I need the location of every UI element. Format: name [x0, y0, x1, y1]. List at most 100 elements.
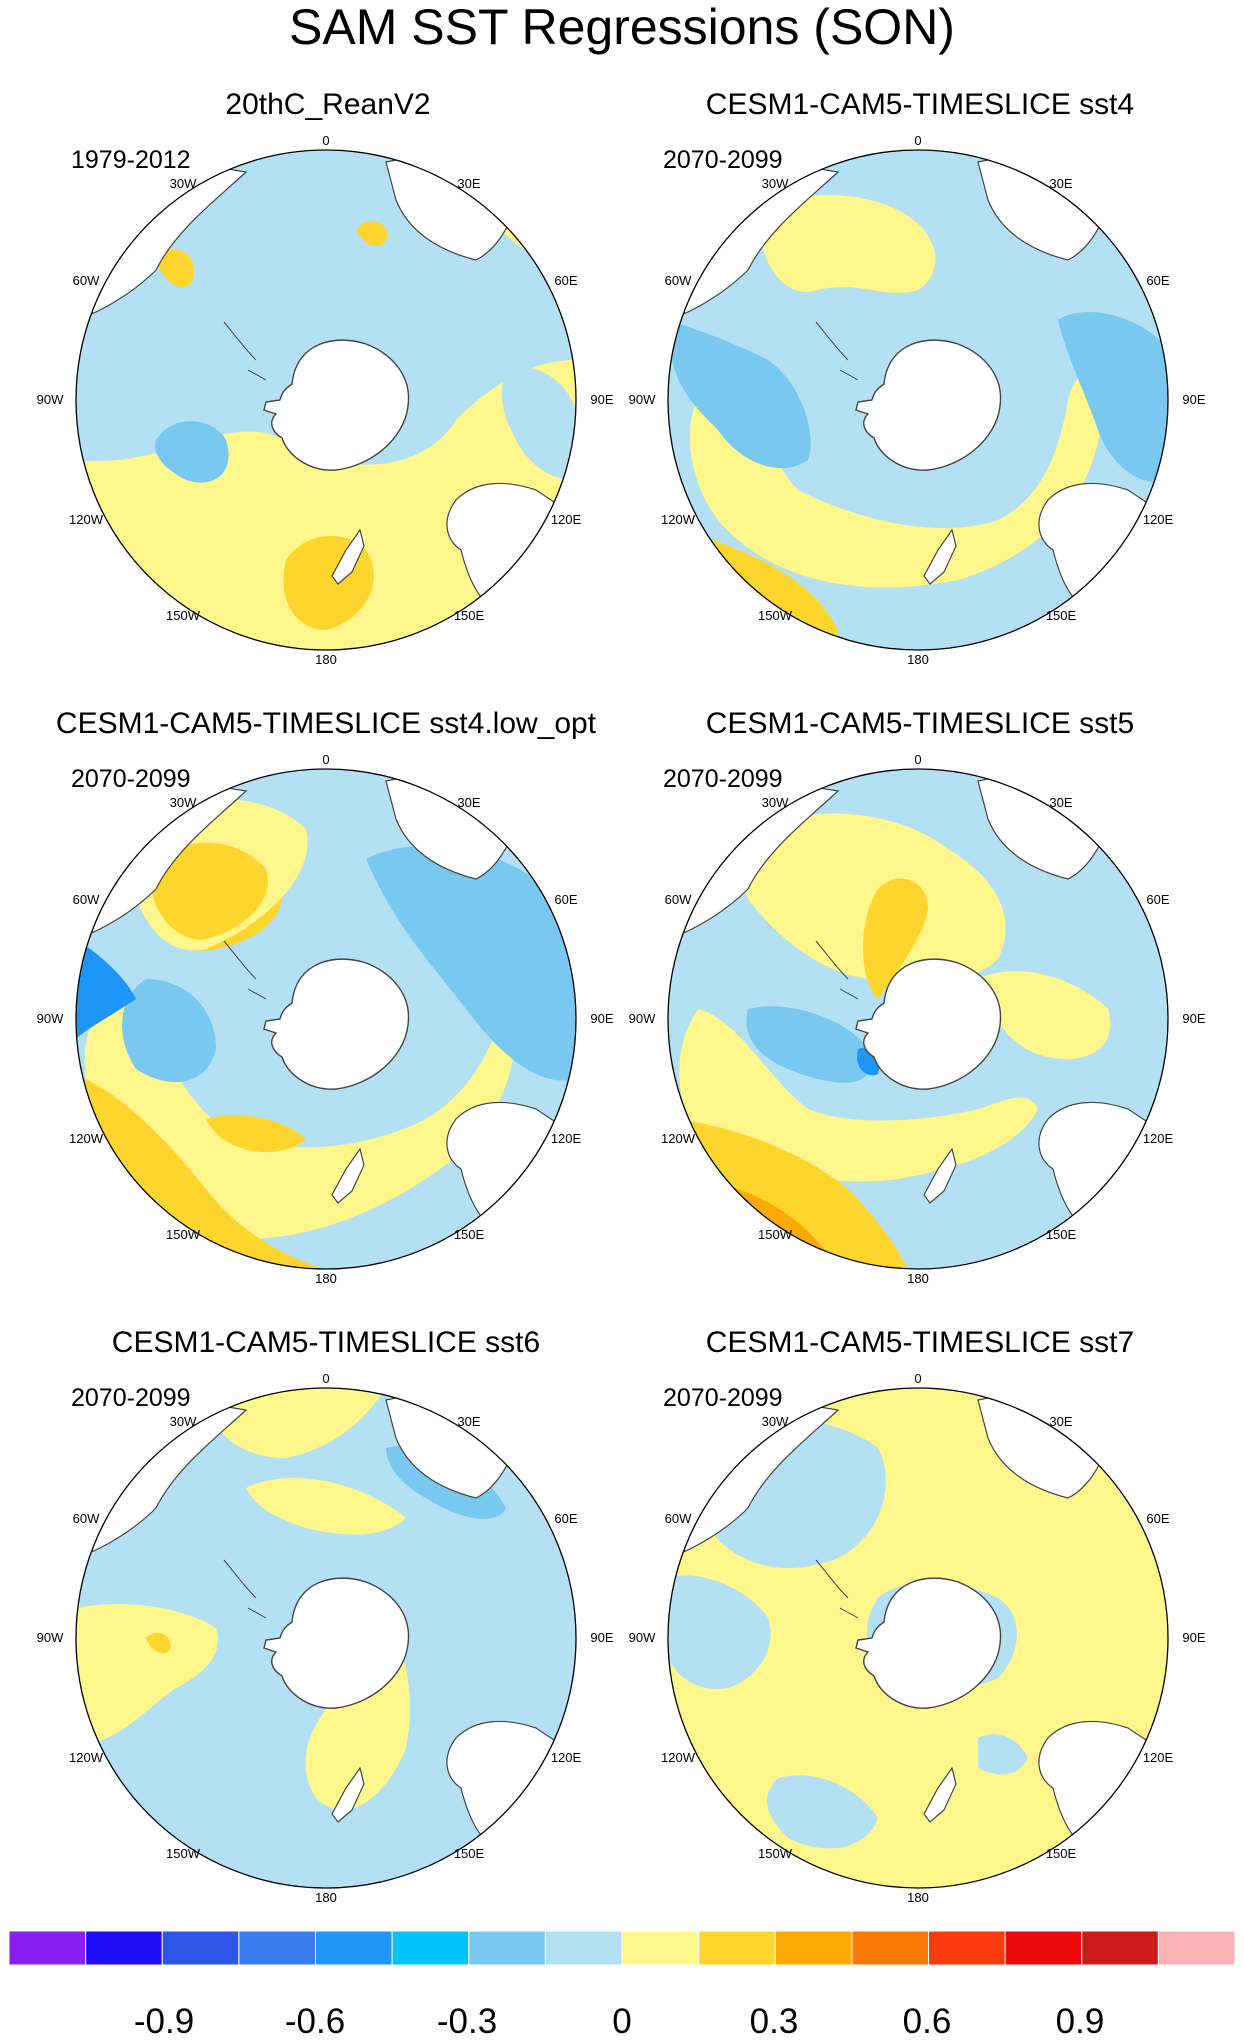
lon-label: 30W: [170, 795, 197, 810]
lon-label: 30W: [762, 176, 789, 191]
lon-label: 150W: [758, 1227, 793, 1242]
lon-label: 150E: [1046, 1846, 1077, 1861]
lon-label: 150E: [1046, 608, 1077, 623]
negative-anomaly-region: [978, 1734, 1028, 1775]
positive-anomaly-region: [150, 842, 268, 940]
map-panel-1: 20thC_ReanV2 1979-2012 0 30E 60E 90E 120…: [37, 88, 614, 667]
lon-label: 120W: [661, 1750, 696, 1765]
longitude-labels: 0 30E 60E 90E 120E 150E 180 150W 120W 90…: [37, 752, 614, 1286]
lon-label: 180: [315, 1890, 337, 1905]
lon-label: 60E: [554, 1511, 577, 1526]
lon-label: 150W: [166, 1846, 201, 1861]
negative-anomaly-region: [668, 320, 811, 469]
lon-label: 90E: [1182, 1630, 1205, 1645]
lon-label: 180: [907, 652, 929, 667]
colorbar-box: [544, 1930, 623, 1966]
longitude-labels: 0 30E 60E 90E 120E 150E 180 150W 120W 90…: [37, 133, 614, 667]
colorbar-box: [698, 1930, 776, 1966]
colorbar-tick-label: -0.9: [134, 2002, 194, 2041]
positive-anomaly-region: [758, 195, 936, 293]
lon-label: 30W: [762, 1414, 789, 1429]
lon-label: 0: [914, 752, 921, 767]
negative-anomaly-region: [155, 421, 229, 483]
lon-label: 30W: [762, 795, 789, 810]
positive-anomaly-region: [978, 970, 1111, 1059]
colorbar-tick-label: 0: [612, 2002, 631, 2041]
map-panel-3: CESM1-CAM5-TIMESLICE sst4.low_opt 2070-2…: [37, 707, 614, 1286]
lon-label: 0: [322, 1371, 329, 1386]
period-label: 2070-2099: [71, 765, 191, 793]
colorbar-box: [1004, 1930, 1083, 1966]
lon-label: 150W: [166, 608, 201, 623]
lon-label: 60W: [73, 1511, 100, 1526]
panel-title: CESM1-CAM5-TIMESLICE sst5: [706, 707, 1134, 740]
colorbar-box: [851, 1930, 930, 1966]
panel-title: CESM1-CAM5-TIMESLICE sst7: [706, 1326, 1134, 1359]
colorbar-box: [928, 1930, 1006, 1966]
colorbar-tick-label: -0.3: [437, 2002, 497, 2041]
negative-anomaly-region: [501, 367, 576, 480]
colorbar-box: [774, 1930, 853, 1966]
lon-label: 120E: [551, 1750, 582, 1765]
lon-label: 30E: [1049, 1414, 1072, 1429]
lon-label: 30E: [457, 1414, 480, 1429]
map-boundary: [667, 768, 1169, 1270]
lon-label: 0: [322, 752, 329, 767]
colorbar: -0.9 -0.6 -0.3 0 0.3 0.6 0.9: [8, 1930, 1236, 2041]
negative-anomaly-region: [668, 1575, 771, 1689]
figure-title: SAM SST Regressions (SON): [289, 0, 955, 55]
period-label: 2070-2099: [663, 765, 783, 793]
negative-anomaly-region: [1058, 311, 1168, 482]
positive-anomaly-region: [679, 1009, 1038, 1182]
lon-label: 150E: [454, 1846, 485, 1861]
lon-label: 90E: [590, 1011, 613, 1026]
lon-label: 150W: [758, 1846, 793, 1861]
positive-anomaly-region: [689, 371, 1104, 588]
lon-label: 30E: [1049, 176, 1072, 191]
map-panel-5: CESM1-CAM5-TIMESLICE sst6 2070-2099 0 30…: [37, 1326, 614, 1905]
lon-label: 90W: [37, 1011, 64, 1026]
colorbar-box: [1081, 1930, 1159, 1966]
lon-label: 90E: [1182, 392, 1205, 407]
lon-label: 30E: [457, 176, 480, 191]
period-label: 2070-2099: [663, 1384, 783, 1412]
negative-anomaly-region: [76, 939, 136, 1039]
lon-label: 60W: [73, 273, 100, 288]
lon-label: 90W: [37, 1630, 64, 1645]
map-boundary: [667, 149, 1169, 651]
colorbar-box: [621, 1930, 700, 1966]
colorbar-tick-label: 0.6: [903, 2002, 952, 2041]
negative-anomaly-region: [746, 1006, 871, 1083]
colorbar-box: [1157, 1930, 1236, 1966]
lon-label: 30W: [170, 1414, 197, 1429]
lon-label: 60E: [1146, 892, 1169, 907]
lon-label: 120E: [1143, 1131, 1174, 1146]
positive-anomaly-region: [146, 1632, 171, 1654]
positive-anomaly-region: [863, 878, 928, 999]
lon-label: 60W: [665, 892, 692, 907]
lon-label: 60E: [554, 273, 577, 288]
period-label: 2070-2099: [663, 146, 783, 174]
lon-label: 150W: [166, 1227, 201, 1242]
lon-label: 120W: [661, 512, 696, 527]
lon-label: 60E: [554, 892, 577, 907]
lon-label: 60E: [1146, 273, 1169, 288]
colorbar-box: [8, 1930, 87, 1966]
positive-anomaly-region: [206, 1115, 306, 1153]
period-label: 1979-2012: [71, 146, 191, 174]
colorbar-box: [315, 1930, 393, 1966]
lon-label: 60W: [665, 273, 692, 288]
panel-title: CESM1-CAM5-TIMESLICE sst6: [112, 1326, 540, 1359]
map-panel-6: CESM1-CAM5-TIMESLICE sst7 2070-2099 0 30…: [629, 1326, 1206, 1905]
negative-anomaly-region: [767, 1775, 878, 1849]
lon-label: 180: [315, 652, 337, 667]
longitude-labels: 0 30E 60E 90E 120E 150E 180 150W 120W 90…: [629, 133, 1206, 667]
lon-label: 90W: [629, 1630, 656, 1645]
lon-label: 0: [914, 133, 921, 148]
negative-anomaly-region: [366, 845, 576, 1081]
lon-label: 90W: [629, 1011, 656, 1026]
lon-label: 150E: [1046, 1227, 1077, 1242]
longitude-labels: 0 30E 60E 90E 120E 150E 180 150W 120W 90…: [629, 1371, 1206, 1905]
lon-label: 90W: [37, 392, 64, 407]
panel-title: CESM1-CAM5-TIMESLICE sst4.low_opt: [56, 707, 597, 740]
